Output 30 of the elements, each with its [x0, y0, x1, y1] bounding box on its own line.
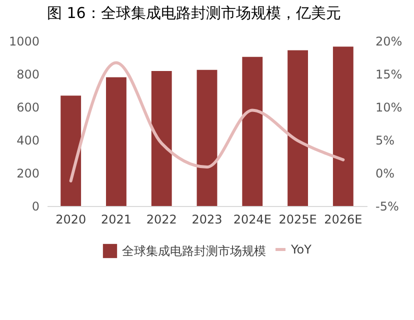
x-tick-label: 2023: [192, 212, 222, 226]
bar: [288, 50, 308, 206]
legend-label: 全球集成电路封测市场规模: [122, 244, 266, 258]
x-tick-label: 2026E: [324, 212, 362, 226]
y2-tick-label: 5%: [376, 134, 395, 148]
line-series: [69, 61, 345, 182]
chart-title: 图 16：全球集成电路封测市场规模，亿美元: [47, 4, 341, 22]
x-tick-label: 2020: [56, 212, 86, 226]
y2-tick-label: 20%: [376, 34, 402, 48]
x-tick-label: 2021: [100, 212, 132, 226]
y2-tick-label: 0%: [376, 166, 395, 180]
bar: [106, 77, 126, 206]
bar: [242, 56, 263, 206]
y-tick-label: 1000: [8, 34, 40, 48]
legend-label: YoY: [290, 242, 312, 256]
bar: [196, 70, 218, 206]
y2-tick-label: 15%: [376, 68, 402, 82]
bar: [151, 71, 172, 206]
x-tick-label: 2024E: [233, 212, 272, 226]
y-tick-label: 400: [16, 134, 40, 148]
bar: [60, 96, 82, 206]
y-tick-label: 200: [16, 166, 40, 180]
y-tick-label: 0: [32, 200, 40, 214]
x-tick-label: 2025E: [278, 212, 317, 226]
bar: [332, 46, 354, 206]
y2-tick-label: 10%: [376, 100, 402, 114]
y2-tick-label: -5%: [376, 200, 399, 214]
x-tick-label: 2022: [146, 212, 177, 226]
y-tick-label: 600: [16, 100, 40, 114]
y-tick-label: 800: [16, 68, 40, 82]
